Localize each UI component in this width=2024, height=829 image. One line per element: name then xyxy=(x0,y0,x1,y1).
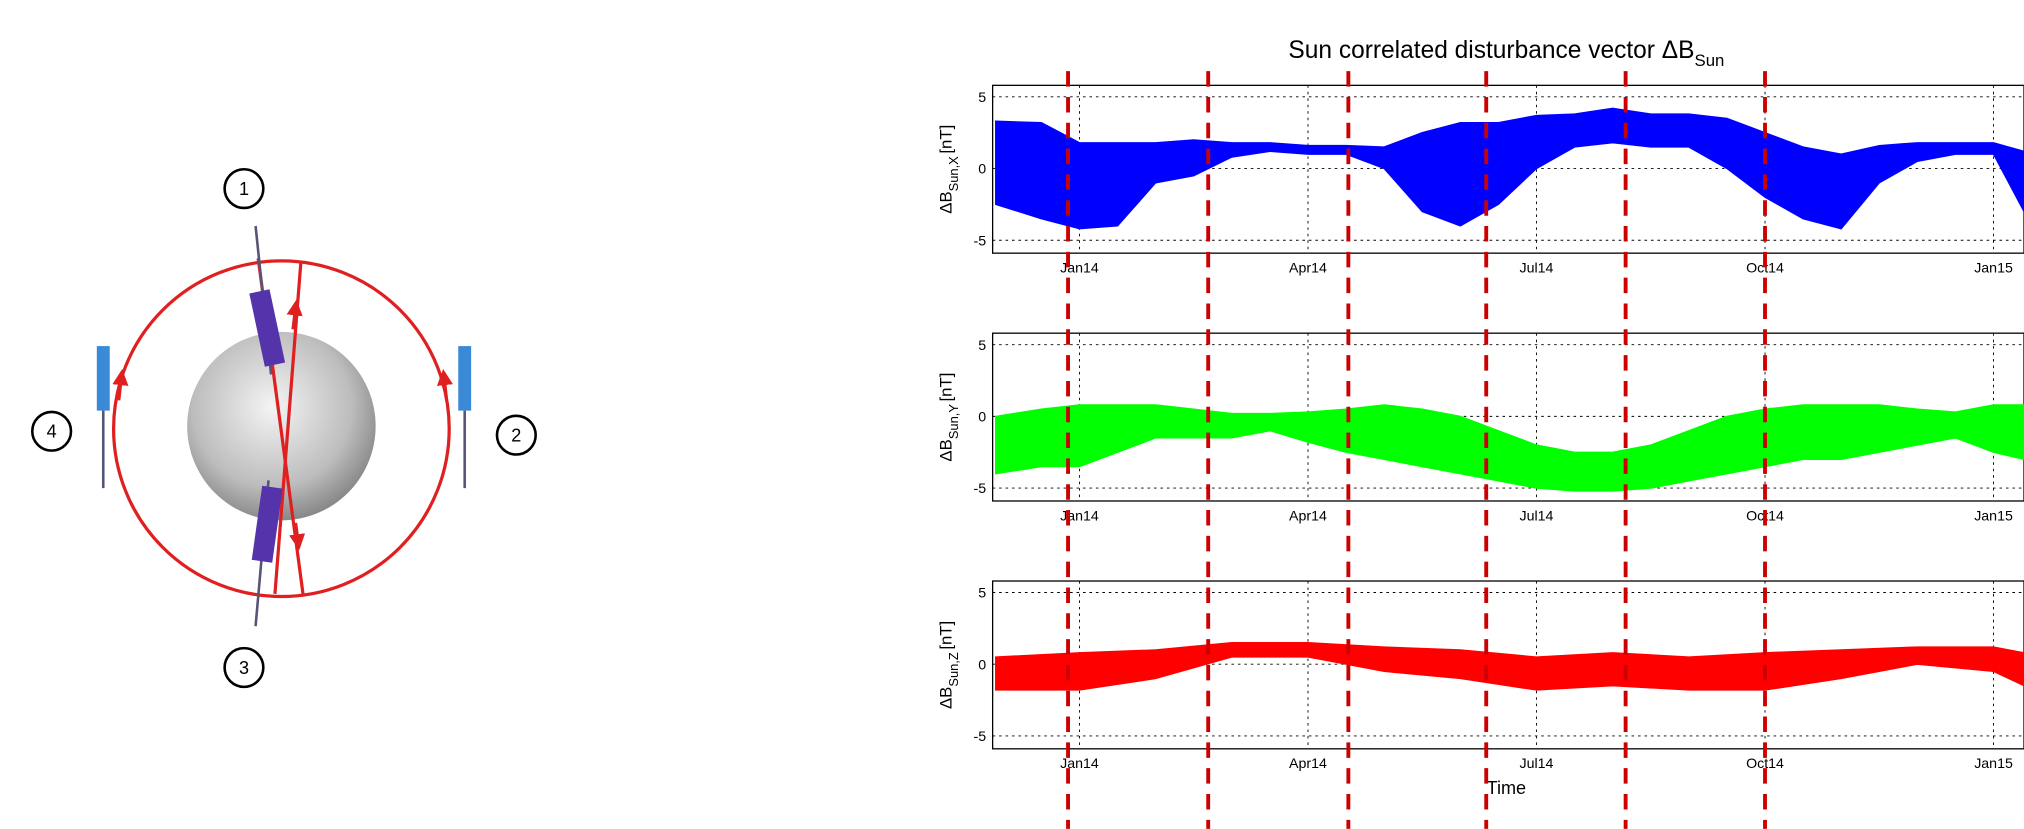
arrow xyxy=(286,299,303,330)
x-tick-label: Jan15 xyxy=(1974,508,2013,524)
x-tick-label: Jan14 xyxy=(1060,756,1099,772)
x-tick-label: Apr14 xyxy=(1289,508,1327,524)
x-axis-label: Time xyxy=(1487,778,1526,798)
label-text: 1 xyxy=(239,179,249,199)
y-axis-label: ΔBSun,Z [nT] xyxy=(936,621,960,709)
y-tick-label: -5 xyxy=(974,729,987,745)
diagram-labels: 1 2 3 4 xyxy=(30,167,537,689)
band-area xyxy=(995,404,2024,492)
chart-title: Sun correlated disturbance vector ΔBSun xyxy=(1288,37,1724,70)
orbit-track xyxy=(273,263,303,595)
y-label-subscript: Sun,Y xyxy=(946,404,961,440)
y-tick-label: 0 xyxy=(978,410,986,426)
y-label-unit: [nT] xyxy=(936,373,955,402)
label-circle xyxy=(223,646,265,689)
orbit xyxy=(111,259,451,599)
x-tick-label: Jul14 xyxy=(1520,261,1554,277)
y-label-text: ΔB xyxy=(936,191,955,213)
x-tick-label: Jul14 xyxy=(1520,756,1554,772)
x-tick-label: Oct14 xyxy=(1746,756,1784,772)
label-circle xyxy=(223,167,265,210)
label-text: 4 xyxy=(47,422,57,442)
y-label-text: ΔB xyxy=(936,439,955,461)
x-tick-label: Jan15 xyxy=(1974,261,2013,277)
charts: Sun correlated disturbance vector ΔBSun … xyxy=(936,37,2024,829)
arrow xyxy=(289,522,306,551)
y-tick-label: 5 xyxy=(978,90,986,106)
label-circle xyxy=(495,414,537,456)
x-tick-label: Apr14 xyxy=(1289,261,1327,277)
title-text: Sun correlated disturbance vector ΔB xyxy=(1288,37,1694,64)
y-label-subscript: Sun,Z xyxy=(946,652,961,687)
title-subscript: Sun xyxy=(1695,51,1725,70)
x-tick-label: Jul14 xyxy=(1520,508,1554,524)
arrow xyxy=(436,369,453,401)
band-area xyxy=(995,107,2024,230)
y-tick-label: 5 xyxy=(978,586,986,602)
x-tick-label: Jan14 xyxy=(1060,261,1099,277)
y-axis-label: ΔBSun,X [nT] xyxy=(936,125,960,214)
orbit-diagram xyxy=(96,225,472,627)
x-tick-label: Jan15 xyxy=(1974,756,2013,772)
x-tick-label: Jan14 xyxy=(1060,508,1099,524)
y-axis-label: ΔBSun,Y [nT] xyxy=(936,373,960,462)
y-tick-label: -5 xyxy=(974,233,987,249)
label-circle xyxy=(30,410,73,452)
arrow xyxy=(112,369,129,401)
y-tick-label: 0 xyxy=(978,162,986,178)
y-tick-label: 5 xyxy=(978,338,986,354)
y-tick-label: -5 xyxy=(974,481,987,497)
x-tick-label: Oct14 xyxy=(1746,261,1784,277)
y-label-text: ΔB xyxy=(936,687,955,709)
y-label-subscript: Sun,X xyxy=(946,156,961,192)
satellite xyxy=(96,225,472,627)
y-label-unit: [nT] xyxy=(936,621,955,650)
x-tick-label: Apr14 xyxy=(1289,756,1327,772)
y-tick-label: 0 xyxy=(978,657,986,673)
label-text: 3 xyxy=(239,658,249,678)
label-text: 2 xyxy=(511,426,521,446)
y-label-unit: [nT] xyxy=(936,125,955,154)
